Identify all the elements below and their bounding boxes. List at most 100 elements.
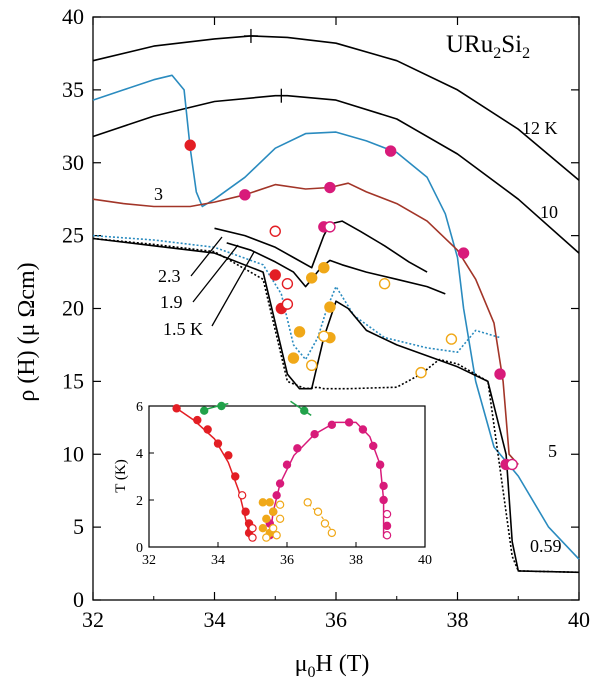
data-point <box>293 326 306 338</box>
series-line <box>226 242 446 295</box>
series-line <box>92 234 501 361</box>
inset-data-point <box>172 404 181 413</box>
inset-data-point <box>313 507 323 516</box>
inset-y-tick-label: 4 <box>136 447 143 462</box>
inset-x-tick-label: 32 <box>142 553 156 568</box>
y-tick-label: 15 <box>62 368 84 393</box>
inset-data-point <box>344 418 354 427</box>
series-line <box>92 237 580 574</box>
x-tick-label: 38 <box>447 607 469 632</box>
inset-data-point <box>382 521 392 531</box>
inset-data-point <box>303 498 312 507</box>
y-tick-label: 10 <box>62 441 84 466</box>
data-point <box>318 330 330 342</box>
data-point <box>281 298 294 310</box>
inset-data-point <box>375 460 385 469</box>
inset-background <box>148 405 426 548</box>
inset-data-point <box>231 472 240 481</box>
inset-data-point <box>193 415 202 425</box>
inset-data-point <box>379 481 388 491</box>
data-point <box>306 359 318 372</box>
inset-data-point <box>275 514 285 524</box>
inset-data-point <box>327 420 337 429</box>
material-label: URu2Si2 <box>446 31 530 62</box>
series-line <box>92 182 519 466</box>
inset-data-point <box>275 479 285 488</box>
x-tick-label: 36 <box>325 607 347 632</box>
data-point <box>318 261 330 274</box>
curve-leader-line <box>211 251 255 327</box>
inset-data-point <box>237 491 247 500</box>
inset-axes: 32 34 36 38 40 0 2 4 6 <box>136 400 432 568</box>
curve-label: 3 <box>154 184 163 204</box>
inset-data-point <box>272 491 281 500</box>
inset-data-point <box>300 406 309 415</box>
main-markers <box>184 139 518 471</box>
data-point <box>324 301 336 313</box>
main-labels: 12 K 10 5 3 2.3 1.9 1.5 K 0.59 <box>154 118 562 556</box>
y-tick-label: 0 <box>73 587 84 612</box>
y-tick-label: 40 <box>62 4 84 29</box>
data-point <box>184 139 196 151</box>
inset-data-point <box>272 531 281 540</box>
inset-data-point <box>262 514 271 524</box>
inset-data-point <box>224 451 233 460</box>
inset-data-point <box>241 507 250 516</box>
y-tick-label: 20 <box>62 296 84 321</box>
inset-data-point <box>199 406 209 415</box>
data-point <box>324 221 336 233</box>
inset-data-point <box>203 425 212 434</box>
data-point <box>457 247 470 259</box>
series-line <box>92 237 580 574</box>
x-tick-label: 40 <box>568 607 590 632</box>
data-point <box>287 352 300 364</box>
inset-data-point <box>327 528 337 538</box>
main-series <box>92 28 580 574</box>
inset-data-point <box>293 444 302 453</box>
curve-label: 1.5 K <box>163 319 203 339</box>
inset-data-point <box>265 498 274 507</box>
inset-data-point <box>258 498 268 507</box>
curve-label: 5 <box>548 441 557 461</box>
curve-leader-line <box>190 236 223 277</box>
inset-data-point <box>217 401 226 411</box>
data-point <box>494 368 506 380</box>
inset-x-tick-label: 38 <box>349 553 363 568</box>
inset-y-axis-label: T (K) <box>113 459 129 492</box>
data-point <box>281 278 294 290</box>
y-tick-label: 25 <box>62 223 84 248</box>
inset-data-point <box>310 430 319 439</box>
inset-x-tick-label: 40 <box>418 553 432 568</box>
inset-data-point <box>269 507 278 516</box>
inset-x-tick-label: 36 <box>280 553 294 568</box>
data-point <box>306 272 318 284</box>
series-line <box>92 74 580 560</box>
inset-data-point <box>258 524 268 533</box>
data-point <box>269 225 281 237</box>
data-point <box>506 458 518 471</box>
inset-y-tick-label: 6 <box>136 400 143 415</box>
inset-data-point <box>275 500 285 509</box>
inset-x-tick-label: 34 <box>211 553 225 568</box>
inset-chart: 32 34 36 38 40 0 2 4 6 T (K) <box>113 400 432 568</box>
inset-data-point <box>213 439 223 448</box>
data-point <box>239 189 251 201</box>
y-axis-label: ρ (H) (μ Ωcm) <box>14 262 40 401</box>
inset-data-point <box>320 519 330 528</box>
series-line <box>92 94 580 254</box>
inset-y-tick-label: 0 <box>136 541 143 556</box>
x-tick-label: 34 <box>204 607 226 632</box>
inset-data-point <box>248 524 257 533</box>
data-point <box>445 333 458 345</box>
curve-label: 12 K <box>522 118 558 138</box>
curve-label: 1.9 <box>160 292 183 312</box>
curve-leader-line <box>192 244 239 303</box>
y-tick-label: 35 <box>62 77 84 102</box>
inset-data-point <box>262 533 271 542</box>
curve-label: 0.59 <box>530 536 562 556</box>
series-line <box>92 35 580 181</box>
inset-data-point <box>382 531 392 540</box>
